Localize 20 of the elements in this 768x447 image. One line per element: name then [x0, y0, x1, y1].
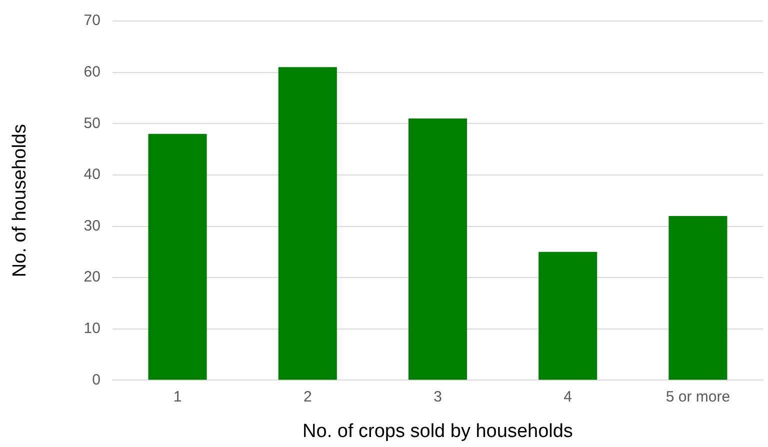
x-tick-label: 2 — [303, 388, 312, 406]
y-tick-label: 0 — [92, 371, 100, 388]
y-tick-label: 30 — [84, 217, 100, 234]
y-tick-label: 60 — [84, 63, 100, 80]
y-axis-title: No. of households — [10, 124, 31, 278]
x-tick-label: 3 — [434, 388, 442, 406]
y-tick-label: 40 — [84, 166, 100, 184]
bar — [408, 118, 468, 380]
y-tick-label: 50 — [84, 114, 100, 132]
bar — [148, 134, 207, 380]
x-tick-label: 5 or more — [666, 388, 730, 406]
bar — [668, 216, 728, 380]
x-tick-label: 4 — [564, 388, 572, 406]
bar — [538, 252, 598, 380]
x-tick-label: 1 — [173, 388, 182, 406]
y-tick-label: 70 — [84, 12, 100, 30]
bar — [278, 67, 337, 380]
y-tick-label: 20 — [84, 268, 100, 286]
y-tick-label: 10 — [84, 320, 100, 338]
x-axis-title: No. of crops sold by households — [302, 420, 573, 442]
